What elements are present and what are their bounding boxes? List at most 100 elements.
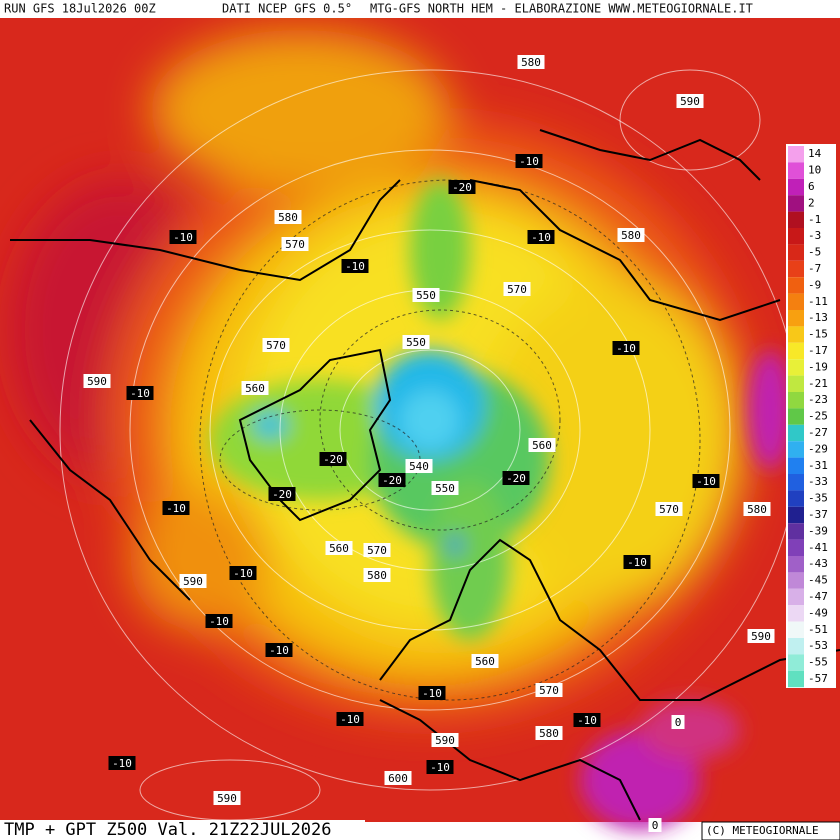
temperature-label-box: [418, 686, 446, 700]
temperature-label-box: [205, 614, 233, 628]
credit-box: [701, 821, 840, 840]
height-label: 590: [217, 792, 237, 805]
legend-swatch: [788, 195, 804, 212]
temperature-label: -20: [382, 474, 402, 487]
legend-label: -19: [808, 360, 828, 373]
height-label-box: [363, 543, 391, 557]
data-source: DATI NCEP GFS 0.5°: [222, 2, 352, 16]
legend-swatch: [788, 162, 804, 179]
legend-swatch: [788, 572, 804, 589]
legend-label: -31: [808, 459, 828, 472]
height-label-box: [503, 282, 531, 296]
temperature-label-box: [341, 259, 369, 273]
legend-label: -21: [808, 377, 828, 390]
legend-label: -29: [808, 442, 828, 455]
temperature-label-box: [426, 760, 454, 774]
legend-label: -51: [808, 623, 828, 636]
temperature-label: -10: [173, 231, 193, 244]
temperature-label: -10: [696, 475, 716, 488]
legend-swatch: [788, 326, 804, 343]
temperature-label: -10: [166, 502, 186, 515]
temperature-label-box: [378, 473, 406, 487]
height-label: 580: [367, 569, 387, 582]
legend-swatch: [788, 670, 804, 688]
run-info: RUN GFS 18Jul2026 00Z: [4, 2, 156, 16]
height-label: 580: [747, 503, 767, 516]
temperature-label: -10: [616, 342, 636, 355]
legend-swatch: [788, 310, 804, 327]
height-label: 590: [435, 734, 455, 747]
legend-label: -33: [808, 475, 828, 488]
temperature-label: -10: [345, 260, 365, 273]
height-label: 590: [87, 375, 107, 388]
temperature-label-box: [268, 487, 296, 501]
legend-swatch: [788, 146, 804, 163]
height-label-box: [363, 568, 391, 582]
legend-label: 6: [808, 180, 815, 193]
legend-label: -41: [808, 541, 828, 554]
legend-swatch: [788, 260, 804, 278]
legend-label: -39: [808, 524, 828, 537]
legend-swatch: [788, 392, 804, 409]
legend-swatch: [788, 490, 804, 507]
height-label-box: [241, 381, 269, 395]
height-label: 580: [539, 727, 559, 740]
coastlines: [10, 129, 840, 821]
legend-swatch: [788, 359, 804, 376]
legend-label: -55: [808, 656, 828, 669]
height-label-box: [471, 654, 499, 668]
height-label-box: [528, 438, 556, 452]
legend-label: -17: [808, 344, 828, 357]
height-label-box: [384, 771, 412, 785]
height-label: 580: [521, 56, 541, 69]
height-label: 590: [183, 575, 203, 588]
height-label: 590: [680, 95, 700, 108]
height-label: 590: [751, 630, 771, 643]
temperature-field: [0, 18, 840, 830]
legend-swatch: [788, 506, 804, 524]
footer-band: [0, 820, 365, 840]
temperature-label: -10: [130, 387, 150, 400]
height-label: 550: [435, 482, 455, 495]
legend-label: -35: [808, 492, 828, 505]
temperature-label: -10: [627, 556, 647, 569]
temperature-label: -10: [340, 713, 360, 726]
height-label-box: [213, 791, 241, 805]
legend-label: -13: [808, 311, 828, 324]
legend-label: -15: [808, 328, 828, 341]
height-label: 560: [329, 542, 349, 555]
temperature-label: -10: [209, 615, 229, 628]
temperature-label-box: [229, 566, 257, 580]
height-label: 570: [266, 339, 286, 352]
height-label: 580: [278, 211, 298, 224]
legend-label: 2: [808, 196, 815, 209]
height-label-box: [617, 228, 645, 242]
temperature-label-box: [108, 756, 136, 770]
temperature-label: -10: [519, 155, 539, 168]
legend-label: -11: [808, 295, 828, 308]
temperature-label: -10: [269, 644, 289, 657]
legend-label: -5: [808, 246, 821, 259]
temperature-label: -20: [272, 488, 292, 501]
height-label: 560: [245, 382, 265, 395]
legend-label: -23: [808, 393, 828, 406]
height-label-box: [517, 55, 545, 69]
height-label-box: [535, 726, 563, 740]
legend-label: 10: [808, 164, 821, 177]
legend-swatch: [788, 605, 804, 622]
temperature-label: -10: [233, 567, 253, 580]
height-label-box: [83, 374, 111, 388]
temperature-label: -20: [506, 472, 526, 485]
temperature-label-box: [612, 341, 640, 355]
height-label: 550: [416, 289, 436, 302]
height-label-box: [671, 715, 685, 729]
legend-label: -43: [808, 557, 828, 570]
height-label: 600: [388, 772, 408, 785]
legend-label: 14: [808, 147, 822, 160]
temperature-label-box: [319, 452, 347, 466]
legend-swatch: [788, 539, 804, 556]
temperature-label-box: [623, 555, 651, 569]
legend-swatch: [788, 424, 804, 442]
legend-label: -45: [808, 574, 828, 587]
